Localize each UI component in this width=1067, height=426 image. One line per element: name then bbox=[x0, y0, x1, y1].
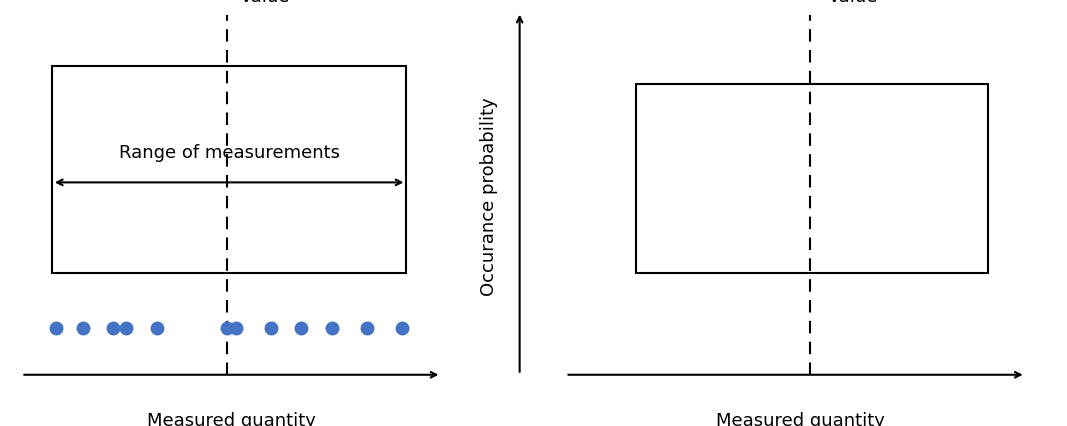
Text: Range of measurements: Range of measurements bbox=[118, 143, 339, 161]
Text: Measured quantity: Measured quantity bbox=[147, 411, 316, 426]
Text: Mean reading
value: Mean reading value bbox=[828, 0, 952, 6]
Text: Measured quantity: Measured quantity bbox=[716, 411, 885, 426]
Text: Mean reading
value: Mean reading value bbox=[240, 0, 364, 6]
Bar bbox=[636, 85, 988, 273]
Text: Occurance probability: Occurance probability bbox=[480, 97, 497, 295]
Bar bbox=[52, 67, 407, 273]
